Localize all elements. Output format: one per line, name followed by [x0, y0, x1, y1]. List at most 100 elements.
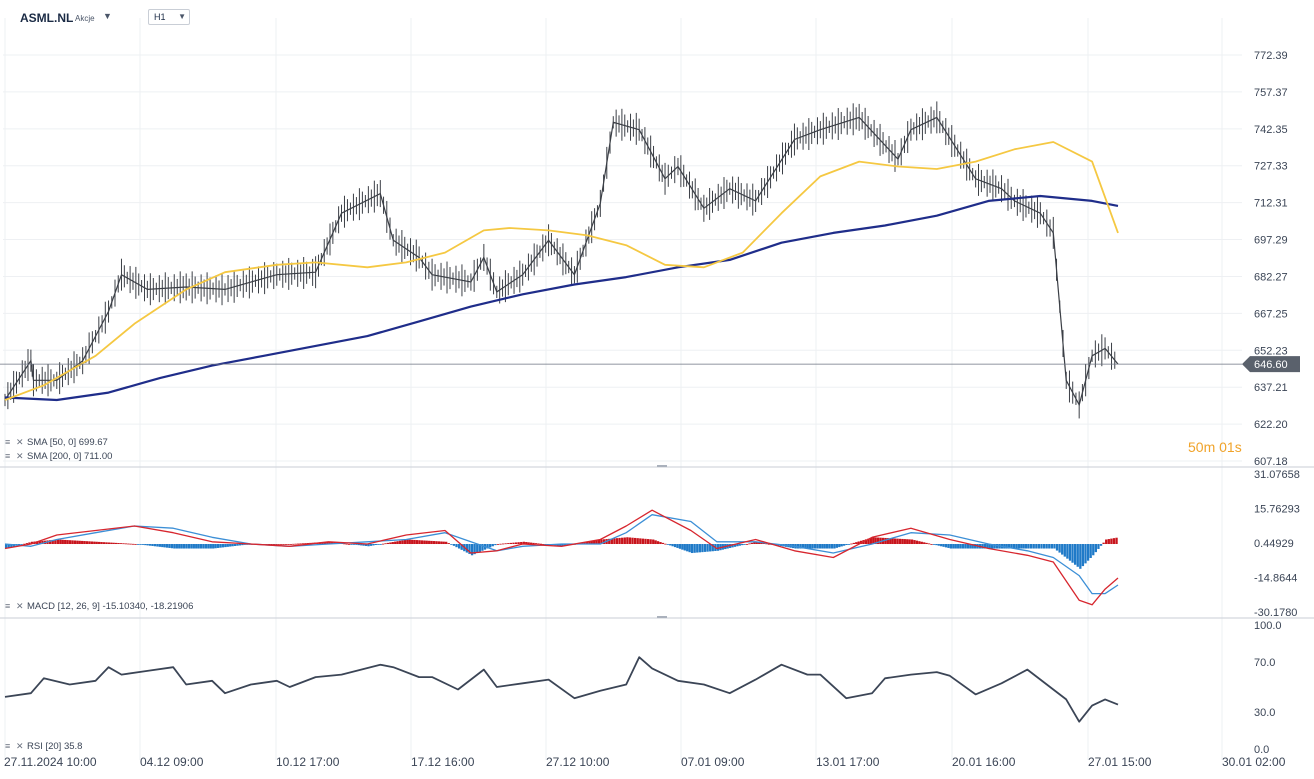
macd-hist-bar [323, 542, 326, 545]
macd-hist-bar [450, 544, 453, 545]
symbol-name[interactable]: ASML.NL [20, 11, 74, 25]
macd-hist-bar [489, 544, 492, 548]
macd-hist-bar [413, 539, 416, 545]
macd-hist-bar [1029, 544, 1033, 549]
macd-hist-bar [158, 544, 161, 547]
macd-legend[interactable]: ≡ ✕ MACD [12, 26, 9] -15.10340, -18.21906 [5, 601, 193, 612]
macd-hist-bar [229, 544, 232, 547]
macd-hist-bar [509, 542, 513, 545]
macd-hist-bar [236, 544, 239, 546]
price-ytick-label: 712.31 [1254, 198, 1288, 210]
macd-hist-bar [600, 539, 603, 545]
y-axis: 646.60 772.39 757.37 742.35 727.33 712.31 697.… [1242, 50, 1300, 756]
macd-hist-bar [830, 544, 834, 549]
xaxis-label: 04.12 09:00 [140, 755, 204, 769]
macd-hist-bar [534, 543, 538, 545]
macd-hist-bar [944, 544, 948, 548]
macd-hist-bar [212, 544, 215, 549]
macd-hist-bar [207, 544, 210, 549]
macd-hist-bar [134, 544, 137, 545]
macd-hist-bar [869, 537, 872, 545]
macd-hist-bar [360, 544, 363, 546]
sma200-legend[interactable]: ≡ ✕ SMA [200, 0] 711.00 [5, 451, 112, 462]
macd-hist-bar [1107, 539, 1110, 545]
macd-hist-bar [529, 542, 533, 545]
sma50-legend[interactable]: ≡ ✕ SMA [50, 0] 699.67 [5, 437, 108, 448]
macd-hist-bar [954, 544, 957, 549]
macd-ytick-label: -14.8644 [1254, 573, 1297, 585]
macd-ytick-label: 15.76293 [1254, 504, 1300, 516]
macd-hist-bar [119, 543, 123, 545]
macd-hist-bar [901, 538, 904, 545]
macd-hist-bar [161, 544, 164, 548]
macd-hist-bar [644, 538, 647, 545]
macd-hist-bar [683, 544, 686, 551]
macd-hist-bar [840, 544, 843, 547]
macd-hist-bar [455, 544, 458, 548]
close-icon[interactable]: ✕ [16, 437, 24, 447]
macd-hist-bar [799, 544, 802, 549]
macd-hist-bar [522, 541, 525, 545]
price-ytick-label: 727.33 [1254, 161, 1288, 173]
menu-icon[interactable]: ≡ [5, 601, 11, 611]
macd-hist-bar [78, 540, 81, 545]
macd-legend-label: MACD [12, 26, 9] -15.10340, -18.21906 [27, 601, 194, 612]
sma200-legend-label: SMA [200, 0] 711.00 [27, 451, 113, 462]
macd-hist-bar [435, 541, 438, 545]
macd-hist-bar [238, 544, 242, 546]
macd-hist-bar [512, 542, 515, 545]
macd-hist-bar [618, 537, 621, 545]
macd-hist-bar [124, 543, 128, 545]
macd-hist-bar [447, 543, 450, 545]
candle-countdown: 50m 01s [1188, 439, 1242, 455]
macd-hist-bar [628, 537, 632, 545]
macd-hist-bar [54, 539, 57, 545]
macd-hist-bar [597, 539, 601, 545]
close-icon[interactable]: ✕ [16, 601, 24, 611]
macd-hist-bar [1005, 544, 1008, 549]
macd-hist-bar [468, 544, 471, 554]
rsi-legend[interactable]: ≡ ✕ RSI [20] 35.8 [5, 741, 82, 752]
macd-hist-bar [289, 544, 293, 545]
macd-hist-bar [738, 544, 741, 546]
macd-hist-bar [993, 544, 996, 549]
macd-hist-bar [959, 544, 962, 549]
timeframe-select[interactable]: H1 ▼ [148, 9, 190, 25]
macd-hist-bar [633, 537, 637, 545]
macd-hist-bar [231, 544, 234, 547]
macd-hist-bar [1073, 544, 1077, 565]
macd-hist-bar [664, 543, 667, 545]
macd-hist-bar [1037, 544, 1041, 549]
macd-hist-bar [428, 540, 431, 545]
macd-signal-line [4, 514, 1119, 595]
macd-hist-bar [1042, 544, 1046, 549]
close-icon[interactable]: ✕ [16, 741, 24, 751]
macd-hist-bar [920, 541, 923, 545]
macd-hist-bar [374, 544, 377, 545]
price-series-line [4, 116, 1119, 407]
macd-hist-bar [364, 544, 368, 546]
close-icon[interactable]: ✕ [16, 451, 24, 461]
menu-icon[interactable]: ≡ [5, 437, 11, 447]
macd-hist-bar [481, 544, 484, 551]
macd-hist-bar [631, 537, 634, 545]
macd-hist-bar [83, 541, 86, 545]
macd-hist-bar [1024, 544, 1028, 549]
macd-hist-bar [287, 544, 290, 545]
macd-hist-bar [864, 539, 868, 545]
macd-hist-bar [842, 544, 846, 546]
macd-hist-bar [199, 544, 203, 549]
macd-hist-bar [28, 542, 31, 545]
menu-icon[interactable]: ≡ [5, 741, 11, 751]
macd-hist-bar [112, 542, 115, 545]
panel-resize-handle [657, 465, 667, 467]
symbol-dropdown-icon[interactable]: ▼ [103, 11, 112, 21]
menu-icon[interactable]: ≡ [5, 451, 11, 461]
macd-hist-bar [701, 544, 704, 553]
xaxis-label: 07.01 09:00 [681, 755, 745, 769]
macd-ytick-label: 31.07658 [1254, 469, 1300, 481]
macd-hist-bar [270, 544, 273, 545]
macd-hist-bar [537, 543, 540, 545]
macd-hist-bar [923, 542, 926, 545]
